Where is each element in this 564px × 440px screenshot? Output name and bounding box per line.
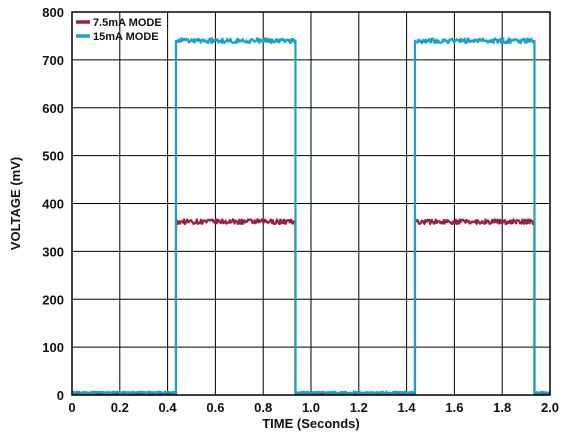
legend-label: 7.5mA MODE — [93, 17, 162, 29]
y-tick-label: 400 — [42, 197, 64, 212]
x-tick-label: 1.8 — [493, 400, 511, 415]
y-tick-label: 700 — [42, 53, 64, 68]
y-tick-label: 600 — [42, 101, 64, 116]
plot-frame — [71, 11, 551, 396]
y-axis-title: VOLTAGE (mV) — [8, 157, 23, 250]
x-tick-label: 0.4 — [159, 400, 178, 415]
x-tick-label: 2.0 — [541, 400, 559, 415]
x-tick-label: 1.2 — [350, 400, 368, 415]
legend-label: 15mA MODE — [93, 31, 159, 43]
x-axis-title: TIME (Seconds) — [262, 416, 360, 431]
y-axis-ticks: 0 100 200 300 400 500 600 700 800 — [42, 5, 64, 403]
x-axis-ticks: 0 0.2 0.4 0.6 0.8 1.0 1.2 1.4 1.6 1.8 2.0 — [68, 400, 559, 415]
series-layer — [71, 37, 551, 396]
y-tick-label: 200 — [42, 292, 64, 307]
x-tick-label: 0.2 — [111, 400, 129, 415]
y-tick-label: 100 — [42, 340, 64, 355]
y-tick-label: 800 — [42, 5, 64, 20]
x-tick-label: 1.4 — [398, 400, 417, 415]
y-tick-label: 300 — [42, 244, 64, 259]
x-tick-label: 1.6 — [445, 400, 463, 415]
x-tick-label: 1.0 — [302, 400, 320, 415]
x-tick-label: 0.8 — [254, 400, 272, 415]
y-tick-label: 0 — [57, 388, 64, 403]
x-tick-label: 0.6 — [206, 400, 224, 415]
x-tick-label: 0 — [68, 400, 75, 415]
series-line — [71, 37, 551, 395]
legend: 7.5mA MODE 15mA MODE — [76, 17, 162, 43]
grid — [71, 11, 551, 396]
y-tick-label: 500 — [42, 149, 64, 164]
